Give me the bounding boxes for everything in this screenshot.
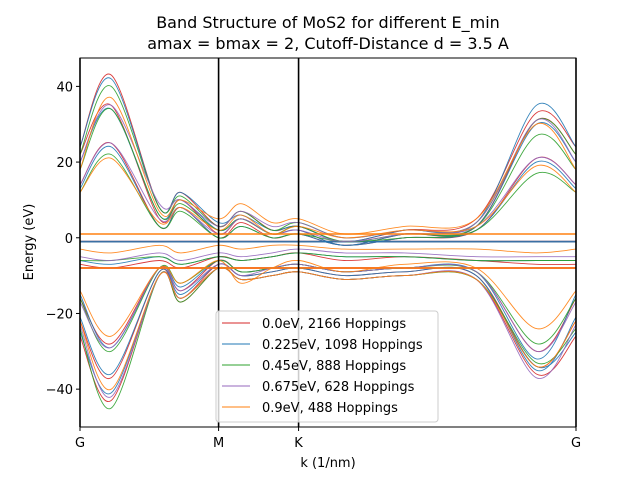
y-axis: −40 −20 0 20 40 xyxy=(46,80,80,398)
series-layer xyxy=(80,73,576,409)
y-tick-label: −40 xyxy=(46,383,73,398)
band-line-series-5-band-6 xyxy=(80,260,576,337)
band-line-series-2-band-7 xyxy=(80,263,576,375)
band-line-series-1-band-2 xyxy=(80,103,576,246)
legend: 0.0eV, 2166 Hoppings 0.225eV, 1098 Hoppin… xyxy=(215,310,439,423)
x-tick-label-3: G xyxy=(571,436,581,451)
legend-label-3: 0.45eV, 888 Hoppings xyxy=(262,359,406,374)
band-line-series-4-band-1 xyxy=(80,104,576,239)
x-tick-label-0: G xyxy=(75,436,85,451)
legend-label-5: 0.9eV, 488 Hoppings xyxy=(262,401,398,416)
band-line-series-3-band-3 xyxy=(80,153,576,243)
band-line-series-5-band-7 xyxy=(80,267,576,390)
legend-label-4: 0.675eV, 628 Hoppings xyxy=(262,380,415,395)
band-line-series-4-band-2 xyxy=(80,142,576,243)
band-line-series-4-band-3 xyxy=(80,248,576,261)
y-tick-label: 20 xyxy=(56,156,73,171)
band-line-series-1-band-1 xyxy=(80,73,576,243)
x-tick-label-1: M xyxy=(213,436,224,451)
legend-label-2: 0.225eV, 1098 Hoppings xyxy=(262,338,423,353)
y-tick-label: 40 xyxy=(56,80,73,95)
y-tick-label: −20 xyxy=(46,307,73,322)
y-tick-label: 0 xyxy=(65,232,73,247)
chart-title-line1: Band Structure of MoS2 for different E_m… xyxy=(156,13,500,33)
plot-frame xyxy=(79,57,577,428)
chart-title-line2: amax = bmax = 2, Cutoff-Distance d = 3.5… xyxy=(147,34,509,53)
band-line-series-3-band-4 xyxy=(80,252,576,265)
band-line-series-3-band-2 xyxy=(80,108,576,243)
y-axis-label: Energy (eV) xyxy=(22,204,37,281)
band-line-series-3-band-1 xyxy=(80,85,576,239)
legend-label-1: 0.0eV, 2166 Hoppings xyxy=(262,317,406,332)
x-axis-label: k (1/nm) xyxy=(300,456,355,471)
band-line-series-5-band-1 xyxy=(80,97,576,235)
band-line-series-5-band-4 xyxy=(80,244,576,254)
x-tick-label-2: K xyxy=(294,436,303,451)
legend-box xyxy=(215,310,439,423)
